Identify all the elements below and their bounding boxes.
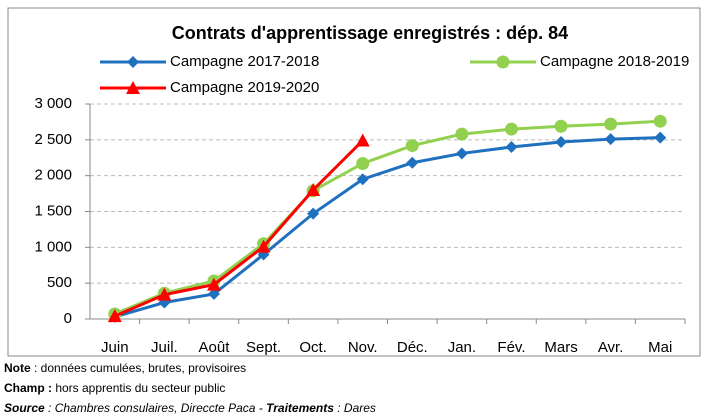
note-text: : données cumulées, brutes, provisoires	[30, 361, 247, 375]
y-tick-label: 2 500	[34, 131, 72, 148]
x-tick-label: Déc.	[397, 339, 428, 356]
series-line	[114, 139, 364, 318]
y-tick-label: 1 500	[34, 202, 72, 219]
marker	[604, 133, 617, 146]
y-tick-label: 1 000	[34, 238, 72, 255]
legend-label: Campagne 2017-2018	[170, 53, 319, 70]
chart: Contrats d'apprentissage enregistrés : d…	[7, 7, 701, 357]
marker	[127, 56, 139, 68]
marker	[496, 55, 510, 69]
marker	[554, 119, 568, 133]
marker	[555, 135, 568, 148]
chart-title: Contrats d'apprentissage enregistrés : d…	[172, 23, 568, 43]
marker	[455, 147, 468, 160]
note: Source : Chambres consulaires, Direccte …	[4, 400, 376, 416]
marker	[505, 141, 518, 153]
marker	[654, 131, 667, 144]
note: Champ : hors apprentis du secteur public	[4, 380, 225, 396]
x-tick-label: Oct.	[299, 339, 327, 356]
marker	[406, 156, 419, 169]
marker	[604, 117, 618, 131]
legend-label: Campagne 2018-2019	[540, 53, 689, 70]
x-tick-label: Mai	[648, 339, 672, 356]
note: Note : données cumulées, brutes, proviso…	[4, 360, 246, 376]
marker	[207, 287, 220, 300]
x-tick-label: Fév.	[497, 339, 525, 356]
x-tick-label: Nov.	[348, 339, 378, 356]
chart-frame	[7, 7, 701, 357]
legend-label: Campagne 2019-2020	[170, 79, 319, 96]
marker	[355, 133, 370, 147]
marker	[206, 277, 221, 291]
marker	[356, 156, 370, 170]
marker	[307, 207, 320, 220]
marker	[256, 239, 271, 253]
marker	[405, 139, 419, 153]
x-tick-label: Août	[199, 339, 231, 356]
note-label: Note	[4, 361, 31, 375]
marker	[356, 173, 369, 186]
series-line	[114, 136, 661, 319]
marker	[306, 183, 321, 196]
marker	[504, 122, 518, 136]
note-label: Champ :	[4, 381, 52, 395]
marker	[107, 309, 122, 323]
x-tick-label: Avr.	[598, 339, 624, 356]
marker	[157, 287, 172, 301]
y-tick-label: 500	[47, 274, 72, 291]
x-tick-label: Juin	[101, 339, 129, 356]
series-line	[114, 119, 661, 316]
y-tick-label: 2 000	[34, 167, 72, 184]
note-label: Source	[4, 401, 45, 415]
note-text: : Dares	[333, 401, 376, 415]
x-tick-label: Sept.	[246, 339, 281, 356]
x-tick-label: Jan.	[448, 339, 476, 356]
y-tick-label: 3 000	[34, 95, 72, 112]
y-tick-label: 0	[64, 310, 72, 327]
x-tick-label: Mars	[544, 339, 577, 356]
marker	[455, 127, 469, 141]
marker	[126, 81, 140, 94]
x-tick-label: Juil.	[151, 339, 178, 356]
note-label: Traitements	[266, 401, 334, 415]
note-text: : Chambres consulaires, Direccte Paca -	[44, 401, 267, 415]
note-text: hors apprentis du secteur public	[52, 381, 226, 395]
marker	[653, 114, 667, 128]
